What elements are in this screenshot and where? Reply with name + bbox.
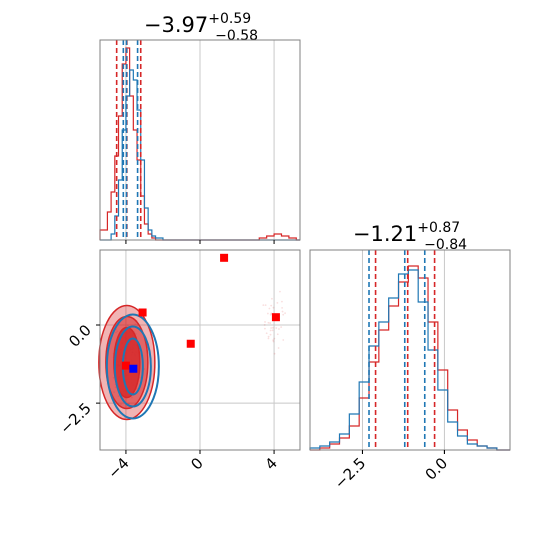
scatter-point (265, 332, 268, 335)
scatter-point (276, 301, 279, 304)
panel-frame (309, 249, 511, 451)
scatter-point (267, 321, 270, 324)
title-param1: −3.97+0.59 −0.58 (144, 11, 258, 44)
scatter-point (267, 337, 270, 340)
scatter-point (281, 310, 284, 313)
scatter-point (272, 340, 275, 343)
histogram-panel-param2: −1.21+0.87 −0.84 (309, 220, 511, 454)
marker-series_b (271, 313, 280, 322)
param1-x-tick-label: 4 (261, 454, 280, 473)
marker-series_b (121, 361, 130, 370)
scatter-point (269, 329, 272, 332)
scatter-point (281, 306, 283, 309)
param2-x-tick-label: 0.0 (422, 454, 452, 484)
scatter-point (267, 335, 270, 338)
scatter-point (269, 313, 272, 316)
title-param1-minus: −0.58 (215, 28, 258, 44)
scatter-point (264, 321, 266, 323)
scatter-point (284, 312, 286, 315)
scatter-point (263, 324, 266, 326)
scatter-point (271, 326, 274, 329)
scatter-point (279, 290, 281, 293)
title-param1-value: −3.97 (144, 13, 208, 37)
scatter-point (264, 304, 267, 306)
title-param2-value: −1.21 (353, 222, 417, 246)
marker-series_b (186, 339, 195, 348)
scatter-point (282, 313, 285, 316)
marker-series_a (129, 364, 138, 373)
marker-series_b (138, 308, 147, 317)
contour-series_a (105, 313, 160, 420)
scatter-point (282, 339, 285, 341)
marker-series_b (220, 253, 229, 262)
scatter-point (272, 339, 275, 342)
title-param2: −1.21+0.87 −0.84 (353, 220, 467, 253)
scatter-contour-panel (98, 249, 301, 451)
scatter-point (277, 347, 280, 349)
scatter-point (278, 328, 280, 330)
scatter-point (264, 327, 266, 330)
scatter-point (280, 326, 283, 328)
scatter-point (273, 352, 276, 355)
scatter-point (262, 304, 265, 307)
histogram-panel-param1: −3.97+0.59 −0.58 (99, 11, 301, 244)
histogram-series_a (309, 269, 510, 451)
param1-x-tick-label: −4 (104, 454, 132, 482)
param1-x-tick-label: 0 (187, 454, 206, 473)
scatter-point (273, 337, 276, 340)
scatter-point (275, 327, 278, 329)
param2-x-tick-label: −2.5 (331, 454, 369, 492)
scatter-point (268, 307, 271, 310)
title-param1-plus: +0.59 (208, 11, 251, 27)
scatter-point (271, 329, 274, 332)
param2-y-tick-label: 0.0 (65, 321, 95, 351)
scatter-point (271, 297, 273, 300)
scatter-point (266, 312, 269, 315)
scatter-point (276, 333, 279, 336)
title-param2-minus: −0.84 (424, 237, 467, 253)
scatter-point (270, 312, 273, 315)
contour-series_a (113, 325, 152, 408)
scatter-point (269, 333, 272, 336)
scatter-point (281, 300, 283, 303)
scatter-point (272, 306, 275, 309)
param2-y-tick-label: −2.5 (56, 399, 94, 437)
scatter-point (270, 327, 273, 329)
scatter-point (270, 304, 273, 307)
scatter-point (269, 322, 272, 324)
title-param2-plus: +0.87 (417, 220, 460, 236)
histogram-series_b (310, 265, 510, 451)
